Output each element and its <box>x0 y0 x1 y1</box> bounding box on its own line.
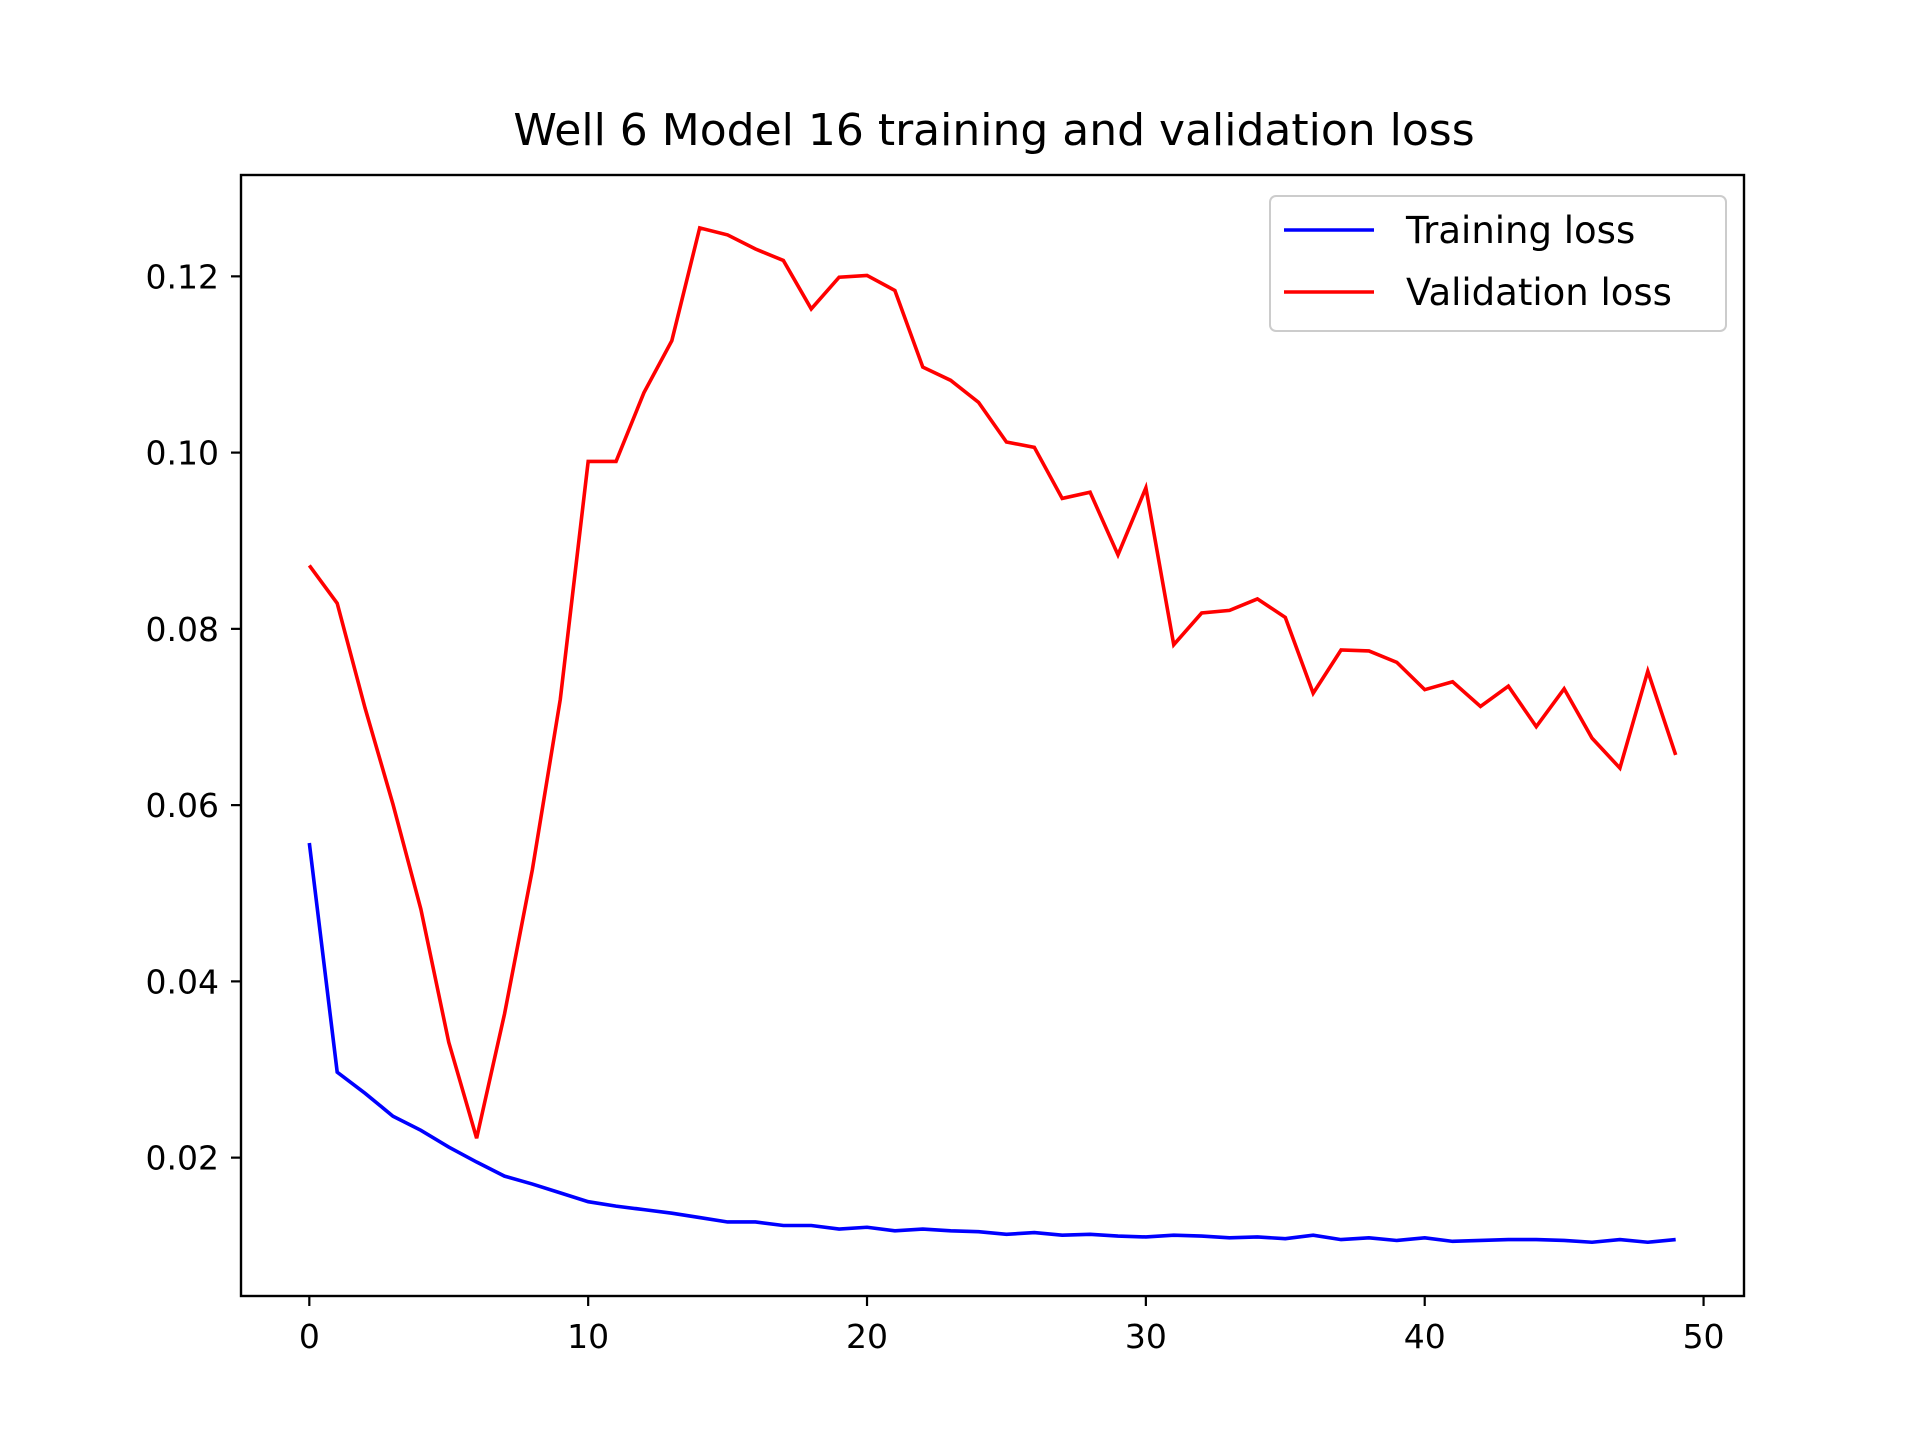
legend-box <box>1269 195 1727 332</box>
y-tick-label: 0.04 <box>146 962 219 1001</box>
y-tick-label: 0.08 <box>146 610 219 649</box>
legend: Training loss Validation loss <box>1269 195 1727 332</box>
x-tick-label: 20 <box>846 1317 888 1356</box>
plot-frame <box>239 173 1746 1298</box>
x-tick-label: 0 <box>299 1317 320 1356</box>
x-axis-ticks: 0 10 20 30 40 50 <box>299 1296 1725 1356</box>
x-tick-label: 40 <box>1404 1317 1446 1356</box>
validation-loss-line <box>307 225 1678 1139</box>
y-tick-label: 0.06 <box>146 786 219 825</box>
y-axis-ticks: 0.02 0.04 0.06 0.08 0.10 0.12 <box>146 257 241 1178</box>
training-loss-line <box>307 842 1676 1245</box>
legend-label-training-loss: Training loss <box>1405 209 1635 252</box>
y-tick-label: 0.12 <box>146 257 219 296</box>
legend-label-validation-loss: Validation loss <box>1406 271 1672 314</box>
chart-title: Well 6 Model 16 training and validation … <box>513 105 1474 156</box>
x-tick-label: 10 <box>567 1317 609 1356</box>
x-tick-label: 50 <box>1683 1317 1725 1356</box>
x-tick-label: 30 <box>1125 1317 1167 1356</box>
series-layer <box>307 225 1678 1245</box>
y-tick-label: 0.10 <box>146 434 219 473</box>
y-tick-label: 0.02 <box>146 1139 219 1178</box>
